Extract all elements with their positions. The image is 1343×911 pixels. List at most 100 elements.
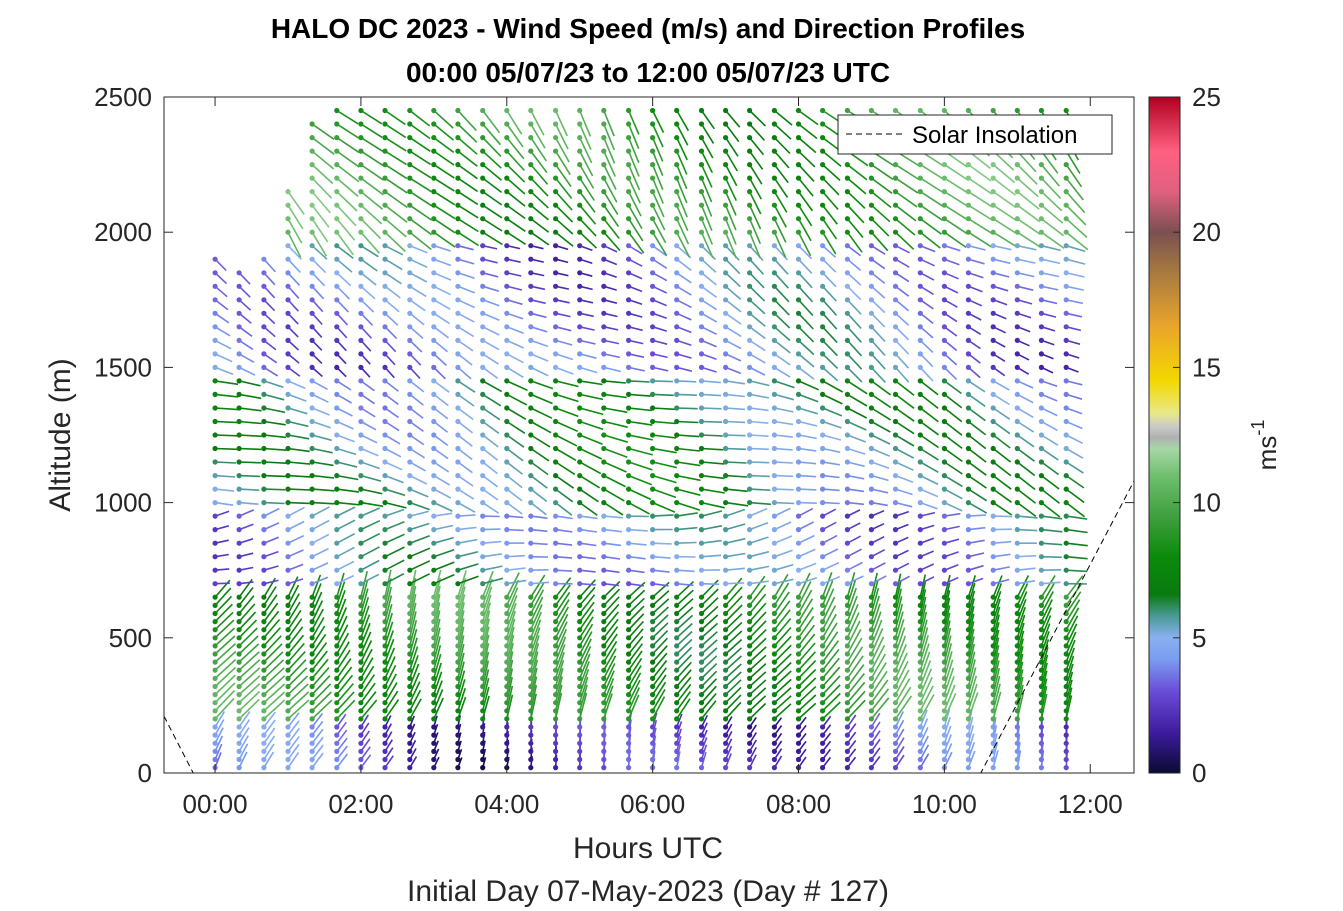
wind-barb-shaft	[895, 461, 914, 471]
wind-barb-shaft	[894, 686, 912, 712]
wind-barb-shaft	[409, 109, 431, 127]
wind-barb-point	[601, 667, 607, 673]
wind-barb-point	[917, 765, 923, 771]
wind-barb-point	[212, 418, 218, 425]
wind-barb-shaft	[774, 507, 791, 517]
wind-barb-shaft	[433, 461, 450, 473]
wind-barb-point	[844, 473, 851, 479]
y-tick-label-0: 0	[138, 758, 152, 788]
wind-barb-point	[358, 351, 364, 357]
wind-barb-shaft	[360, 380, 375, 392]
wind-barb-point	[480, 683, 486, 690]
wind-barb-point	[285, 445, 291, 452]
wind-barb-shaft	[384, 488, 406, 497]
wind-barb-shaft	[384, 595, 393, 622]
wind-barb-point	[1038, 554, 1044, 560]
wind-barb-point	[261, 554, 267, 560]
wind-barb-point	[309, 765, 315, 771]
wind-barb-shaft	[555, 393, 579, 403]
wind-barb-point	[480, 418, 486, 425]
wind-barb-point	[455, 765, 461, 771]
wind-barb-point	[771, 740, 778, 746]
wind-barb-shaft	[360, 474, 382, 482]
wind-barb-shaft	[919, 589, 927, 614]
wind-barb-shaft	[336, 658, 352, 679]
wind-barb-point	[747, 162, 753, 168]
wind-barb-shaft	[701, 474, 725, 480]
wind-barb-point	[626, 643, 632, 649]
wind-barb-shaft	[311, 420, 331, 429]
wind-barb-shaft	[797, 702, 817, 720]
wind-barb-point	[723, 594, 729, 600]
wind-barb-point	[795, 135, 802, 141]
wind-barb-point	[771, 270, 778, 276]
wind-barb-point	[358, 581, 364, 587]
wind-barb-point	[844, 700, 851, 706]
wind-barb-point	[698, 594, 705, 600]
wind-barb-shaft	[967, 659, 976, 687]
wind-barb-point	[480, 270, 486, 276]
wind-barb-point	[553, 310, 559, 316]
wind-barb-shaft	[238, 619, 258, 639]
wind-barb-point	[261, 659, 267, 665]
wind-barb-point	[261, 310, 267, 316]
wind-barb-point	[553, 121, 559, 127]
wind-barb-point	[698, 683, 705, 690]
wind-barb-point	[358, 627, 364, 633]
wind-barb-shaft	[675, 204, 689, 232]
wind-barb-shaft	[749, 339, 766, 352]
wind-barb-point	[382, 256, 388, 262]
wind-barb-point	[382, 740, 388, 746]
wind-barb-point	[941, 643, 948, 649]
wind-barb-point	[212, 610, 218, 617]
wind-barb-shaft	[1040, 591, 1054, 614]
wind-barb-shaft	[409, 258, 428, 269]
wind-barb-point	[650, 692, 656, 698]
wind-barb-shaft	[384, 630, 394, 655]
wind-barb-point	[965, 756, 972, 763]
wind-barb-point	[965, 324, 972, 330]
wind-barb-shaft	[748, 177, 762, 200]
wind-barb-point	[382, 602, 388, 609]
wind-barb-shaft	[798, 380, 820, 391]
wind-barb-point	[795, 619, 802, 625]
wind-barb-point	[892, 378, 899, 384]
wind-barb-shaft	[506, 474, 523, 489]
wind-barb-shaft	[676, 474, 701, 482]
wind-barb-shaft	[919, 753, 930, 769]
wind-barb-shaft	[457, 661, 465, 687]
wind-barb-point	[1014, 202, 1020, 208]
wind-barb-shaft	[384, 407, 399, 419]
wind-barb-shaft	[821, 613, 837, 639]
wind-barb-point	[1063, 594, 1069, 600]
wind-barb-point	[1014, 540, 1020, 546]
wind-barb-shaft	[360, 123, 383, 139]
wind-barb-shaft	[1040, 177, 1062, 200]
wind-barb-shaft	[554, 110, 568, 137]
wind-barb-point	[212, 473, 218, 479]
wind-barb-shaft	[287, 634, 305, 655]
wind-barb-shaft	[384, 285, 401, 299]
wind-barb-shaft	[409, 299, 426, 312]
wind-barb-point	[334, 740, 340, 746]
wind-barb-point	[1038, 297, 1044, 303]
wind-barb-point	[358, 283, 364, 289]
wind-barb-shaft	[506, 579, 520, 606]
wind-barb-shaft	[1065, 663, 1074, 687]
wind-barb-shaft	[846, 204, 865, 224]
wind-barb-shaft	[676, 326, 692, 334]
wind-barb-point	[407, 135, 413, 141]
wind-barb-point	[941, 513, 948, 519]
wind-barb-shaft	[627, 150, 640, 177]
wind-barb-point	[480, 594, 486, 600]
wind-barb-shaft	[555, 515, 573, 520]
wind-barb-shaft	[239, 407, 262, 412]
wind-barb-point	[795, 216, 802, 222]
wind-barb-point	[504, 364, 510, 370]
wind-barb-point	[795, 297, 802, 303]
wind-barb-point	[626, 135, 632, 141]
wind-barb-shaft	[360, 573, 380, 585]
wind-barb-shaft	[870, 662, 887, 687]
wind-barb-point	[480, 148, 486, 154]
wind-barb-shaft	[725, 621, 743, 639]
